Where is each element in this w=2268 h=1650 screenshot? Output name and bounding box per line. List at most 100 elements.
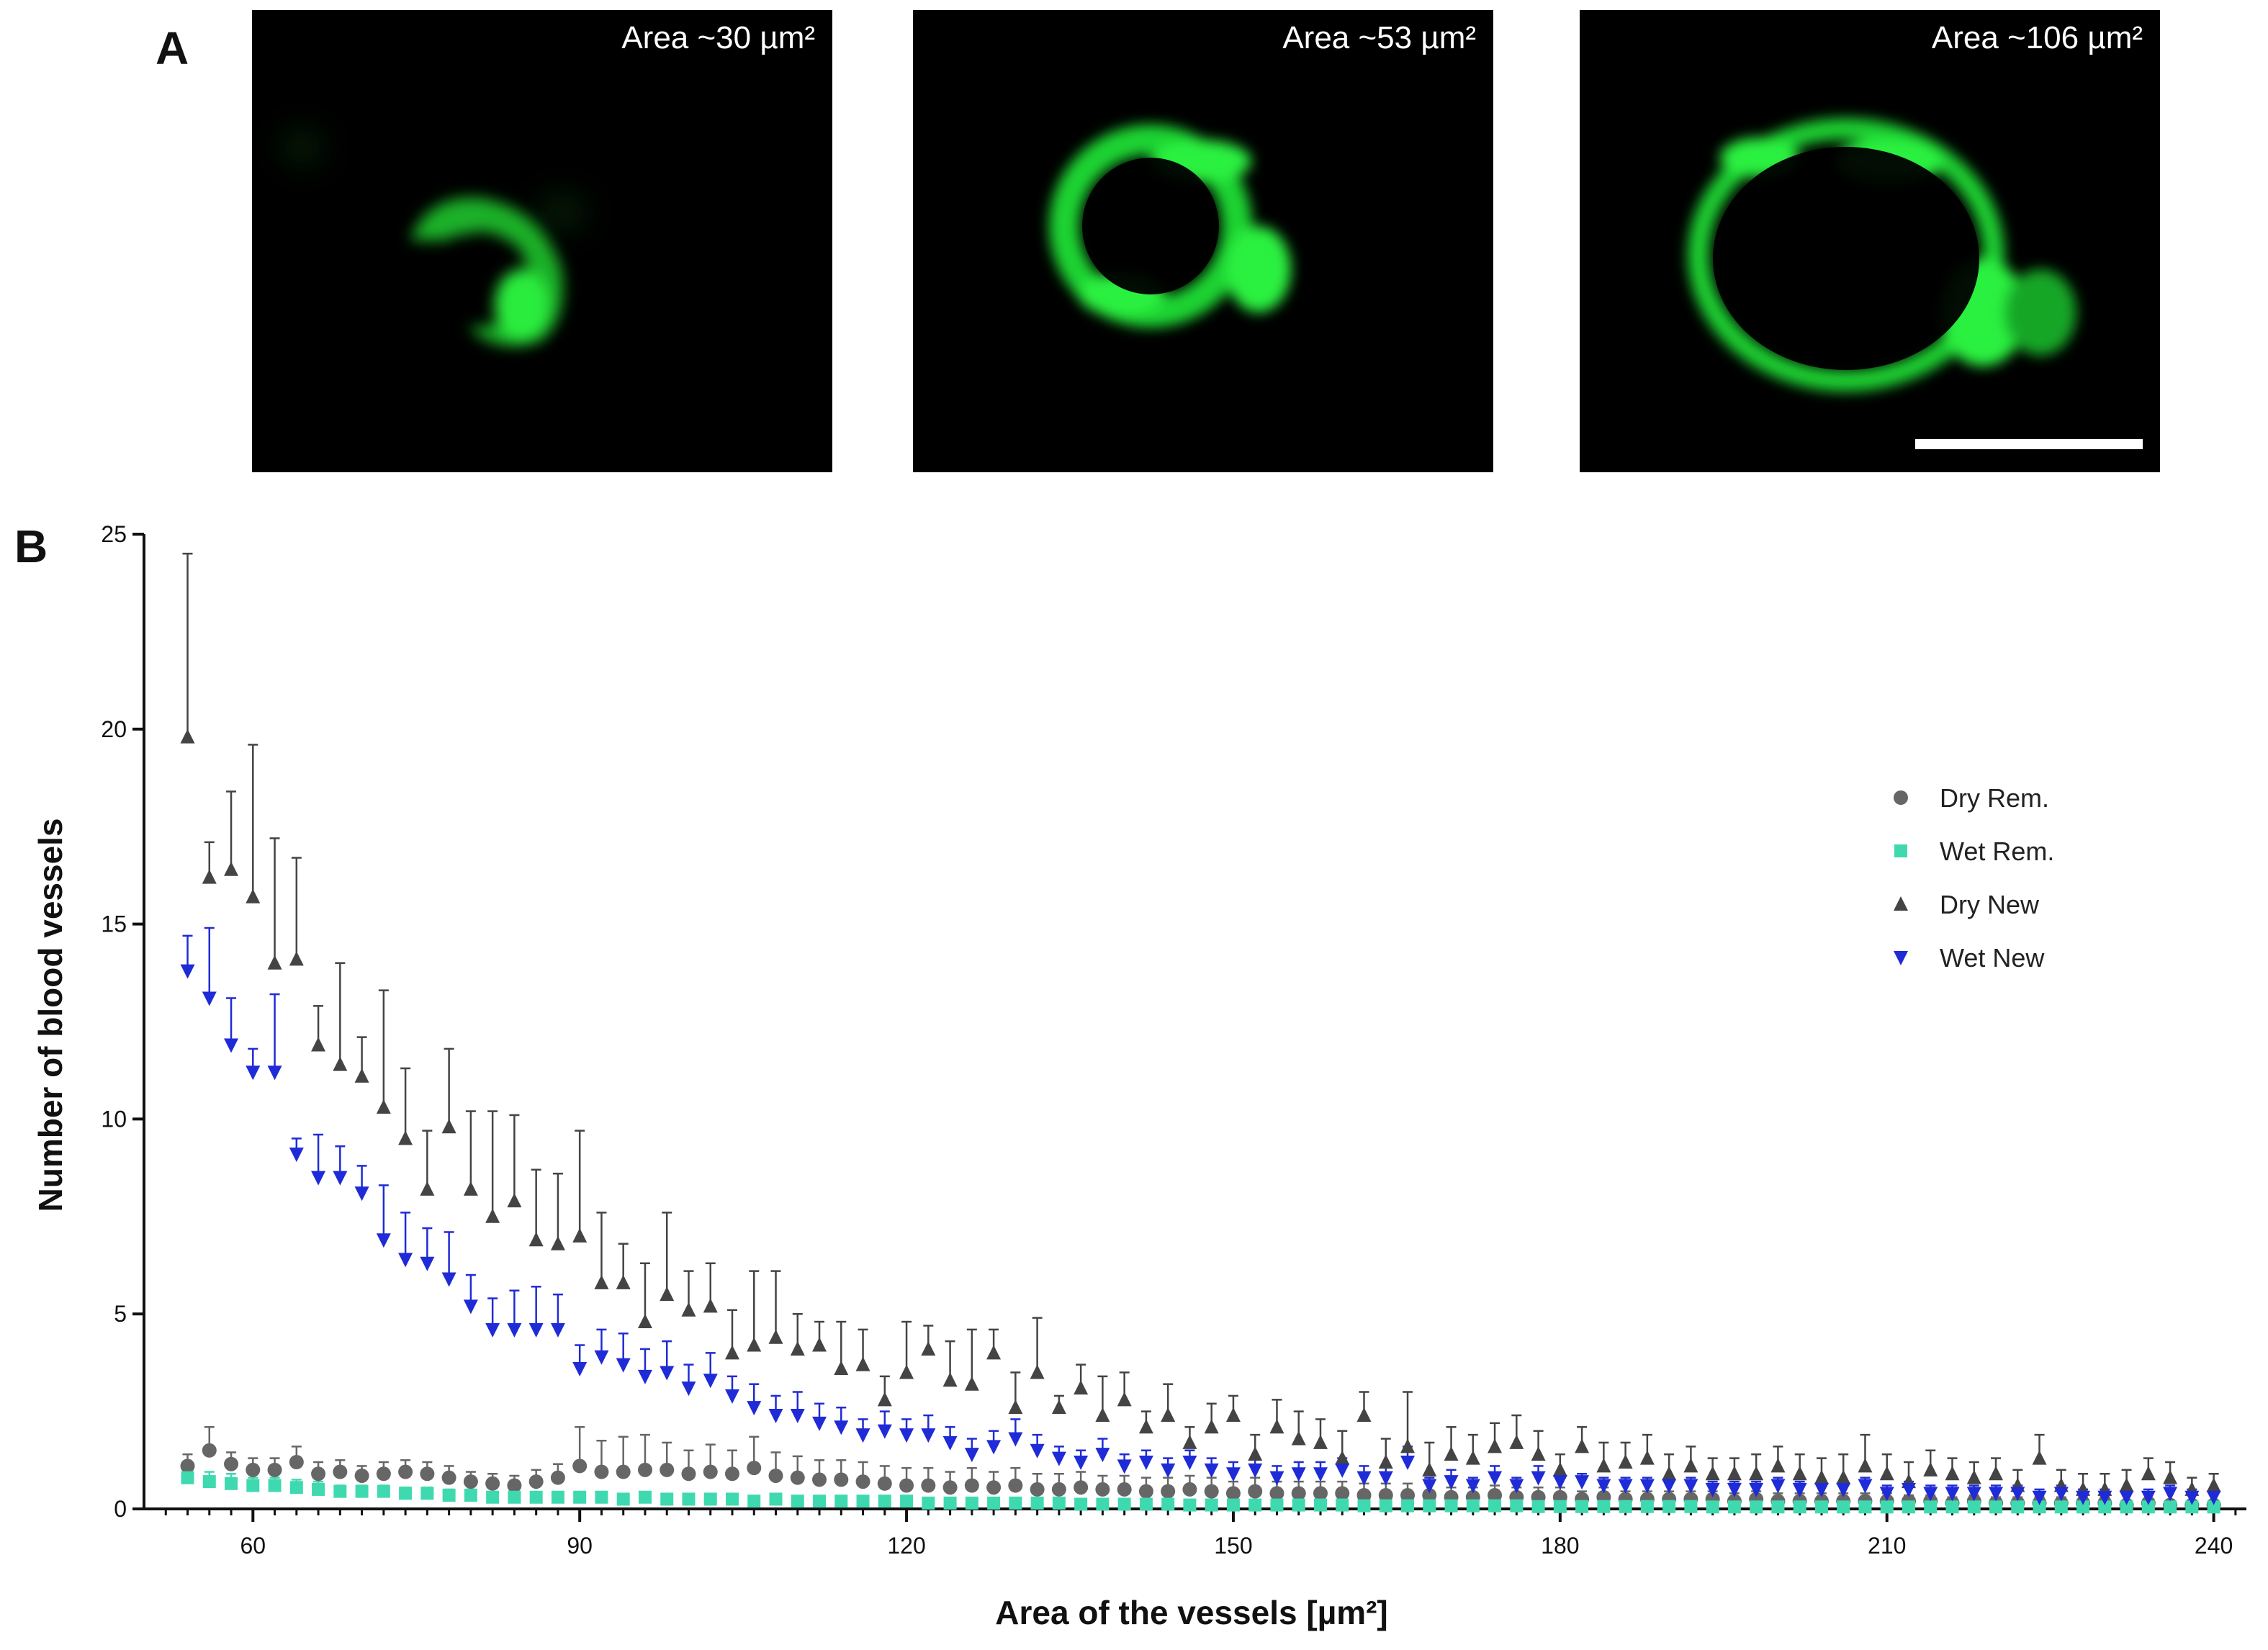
dry-new-point <box>463 1181 478 1196</box>
wet-rem-point <box>1619 1500 1632 1513</box>
dry-new-point <box>441 1119 456 1134</box>
wet-rem-point <box>508 1490 521 1504</box>
wet-new-point <box>1770 1479 1786 1494</box>
wet-rem-point <box>1989 1500 2003 1514</box>
legend-label-dry-rem: Dry Rem. <box>1940 783 2049 813</box>
dry-rem-point <box>1138 1484 1153 1499</box>
wet-rem-point <box>703 1492 717 1506</box>
wet-rem-point <box>1531 1500 1545 1513</box>
wet-new-point <box>1225 1467 1241 1482</box>
wet-rem-point <box>1313 1498 1327 1512</box>
wet-new-point <box>1552 1475 1567 1490</box>
wet-new-point <box>964 1448 979 1463</box>
dry-new-point <box>1792 1466 1807 1481</box>
error-bars <box>182 552 2219 1507</box>
wet-rem-point <box>1292 1498 1305 1512</box>
wet-rem-point <box>922 1496 935 1510</box>
wet-new-point <box>550 1322 565 1338</box>
wet-new-point <box>1335 1463 1350 1478</box>
dry-new-point <box>1770 1458 1786 1473</box>
dry-new-point <box>1662 1466 1677 1481</box>
dry-rem-point <box>398 1464 413 1479</box>
wet-new-point <box>267 1065 282 1081</box>
wet-rem-point <box>965 1496 978 1510</box>
dry-new-point <box>2206 1477 2221 1492</box>
dry-new-point <box>724 1345 739 1360</box>
dry-new-point <box>1095 1407 1110 1423</box>
wet-new-point <box>2141 1490 2156 1505</box>
wet-new-point <box>2010 1487 2025 1502</box>
wet-rem-point <box>1858 1500 1872 1514</box>
dry-rem-point <box>311 1466 326 1482</box>
wet-new-point <box>1444 1475 1459 1490</box>
wet-rem-point <box>1553 1500 1567 1513</box>
vessel-small-image <box>281 129 587 346</box>
dry-rem-point <box>333 1464 348 1479</box>
wet-rem-point <box>312 1482 325 1496</box>
x-tick-label: 180 <box>1541 1533 1579 1559</box>
wet-rem-point <box>377 1484 390 1498</box>
dry-rem-point <box>724 1466 739 1482</box>
dry-rem-point <box>964 1478 979 1493</box>
dry-new-point <box>703 1298 718 1313</box>
dry-rem-point <box>616 1464 631 1479</box>
dry-rem-point <box>572 1459 588 1474</box>
wet-rem-point <box>1401 1499 1415 1512</box>
dry-rem-point <box>1182 1482 1197 1497</box>
micrograph-caption: Area ~53 µm² <box>1282 20 1476 55</box>
dry-new-point <box>1552 1461 1567 1477</box>
wet-new-point <box>899 1428 914 1443</box>
dry-rem-point <box>420 1466 435 1482</box>
dry-rem-point <box>463 1474 478 1489</box>
x-tick-label: 150 <box>1214 1533 1252 1559</box>
dry-new-point <box>1248 1446 1263 1461</box>
y-axis-title: Number of blood vessels <box>32 818 69 1212</box>
wet-new-point <box>1749 1482 1764 1497</box>
dry-rem-point <box>1008 1478 1023 1493</box>
wet-new-point <box>834 1420 849 1435</box>
wet-rem-point <box>1924 1500 1938 1514</box>
dry-new-point <box>768 1329 783 1344</box>
wet-rem-point <box>1444 1499 1458 1512</box>
dry-new-point <box>224 861 239 876</box>
dry-rem-point <box>180 1459 195 1474</box>
wet-new-point <box>1814 1482 1829 1497</box>
panel-b-letter: B <box>14 520 48 572</box>
wet-rem-point <box>2185 1500 2199 1514</box>
wet-new-point <box>1008 1432 1023 1447</box>
wet-new-point <box>877 1424 892 1439</box>
wet-rem-point <box>202 1475 216 1489</box>
dry-rem-point <box>1074 1480 1089 1495</box>
wet-rem-point <box>1510 1499 1524 1512</box>
dry-new-point <box>1269 1419 1284 1434</box>
wet-new-point <box>790 1409 805 1424</box>
wet-rem-point <box>1902 1500 1915 1514</box>
wet-new-point <box>1858 1479 1873 1494</box>
dry-new-point <box>202 869 217 884</box>
wet-new-point <box>1400 1456 1416 1471</box>
wet-new-point <box>1596 1479 1611 1494</box>
wet-rem-point <box>333 1484 347 1498</box>
dry-new-point <box>1030 1364 1045 1379</box>
dry-rem-point <box>1378 1488 1393 1503</box>
dry-new-point <box>267 955 282 970</box>
dry-rem-point <box>855 1474 870 1489</box>
dry-new-point <box>376 1099 391 1114</box>
dry-new-point <box>1051 1399 1066 1415</box>
dry-new-point <box>855 1356 870 1371</box>
wet-new-point <box>1618 1479 1633 1494</box>
dry-rem-point <box>528 1474 544 1489</box>
wet-rem-point <box>1074 1497 1088 1511</box>
wet-new-point <box>1792 1482 1807 1497</box>
wet-rem-point <box>1161 1497 1175 1511</box>
dry-rem-point <box>1400 1488 1416 1503</box>
dry-new-point <box>637 1314 652 1329</box>
dry-rem-point <box>354 1468 369 1483</box>
dry-rem-point <box>1095 1482 1110 1497</box>
wet-new-point <box>660 1366 675 1381</box>
wet-rem-point <box>1052 1496 1066 1510</box>
wet-new-point <box>1313 1467 1328 1482</box>
wet-rem-point <box>1750 1500 1763 1514</box>
dry-rem-point <box>1269 1486 1284 1501</box>
wet-new-point <box>289 1148 304 1163</box>
